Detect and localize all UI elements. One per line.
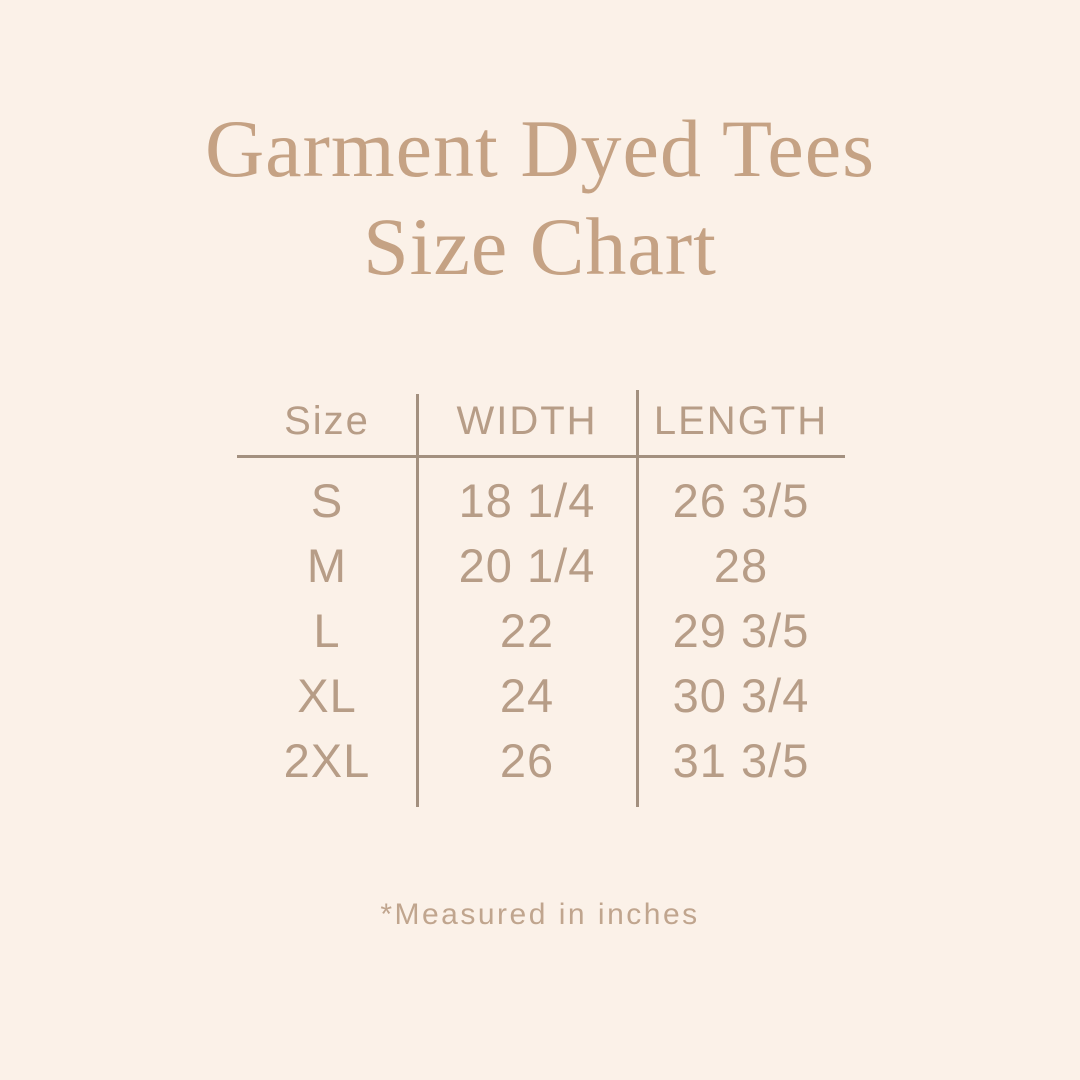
cell-size: S (310, 474, 344, 527)
column-header-width: WIDTH (456, 399, 598, 443)
cell-length: 28 (713, 539, 769, 592)
table-row: 2XL 26 31 3/5 (237, 728, 845, 793)
title-line-2: Size Chart (363, 201, 717, 292)
table-row: M 20 1/4 28 (237, 533, 845, 598)
title-line-1: Garment Dyed Tees (204, 103, 876, 194)
cell-length: 26 3/5 (672, 474, 810, 527)
table-header-divider-line (237, 455, 845, 458)
cell-width: 20 1/4 (458, 539, 596, 592)
column-header-size: Size (284, 399, 370, 443)
cell-length: 31 3/5 (672, 734, 810, 787)
cell-length: 30 3/4 (672, 669, 810, 722)
cell-width: 24 (499, 669, 555, 722)
cell-width: 22 (499, 604, 555, 657)
table-row: L 22 29 3/5 (237, 598, 845, 663)
cell-size: 2XL (283, 734, 371, 787)
measurement-footnote: *Measured in inches (380, 898, 700, 931)
table-body: S 18 1/4 26 3/5 M 20 1/4 28 L 22 29 3/5 … (237, 468, 845, 793)
size-table: Size WIDTH LENGTH S 18 1/4 26 3/5 M 20 1… (237, 388, 845, 808)
cell-width: 18 1/4 (458, 474, 596, 527)
column-header-length: LENGTH (653, 399, 829, 443)
cell-size: XL (297, 669, 357, 722)
cell-width: 26 (499, 734, 555, 787)
cell-size: M (306, 539, 348, 592)
table-row: XL 24 30 3/4 (237, 663, 845, 728)
page-title: Garment Dyed Tees Size Chart (0, 100, 1080, 296)
table-column-divider-1 (416, 394, 419, 807)
table-row: S 18 1/4 26 3/5 (237, 468, 845, 533)
cell-size: L (313, 604, 341, 657)
table-column-divider-2 (636, 390, 639, 807)
cell-length: 29 3/5 (672, 604, 810, 657)
table-header-row: Size WIDTH LENGTH (237, 388, 845, 455)
